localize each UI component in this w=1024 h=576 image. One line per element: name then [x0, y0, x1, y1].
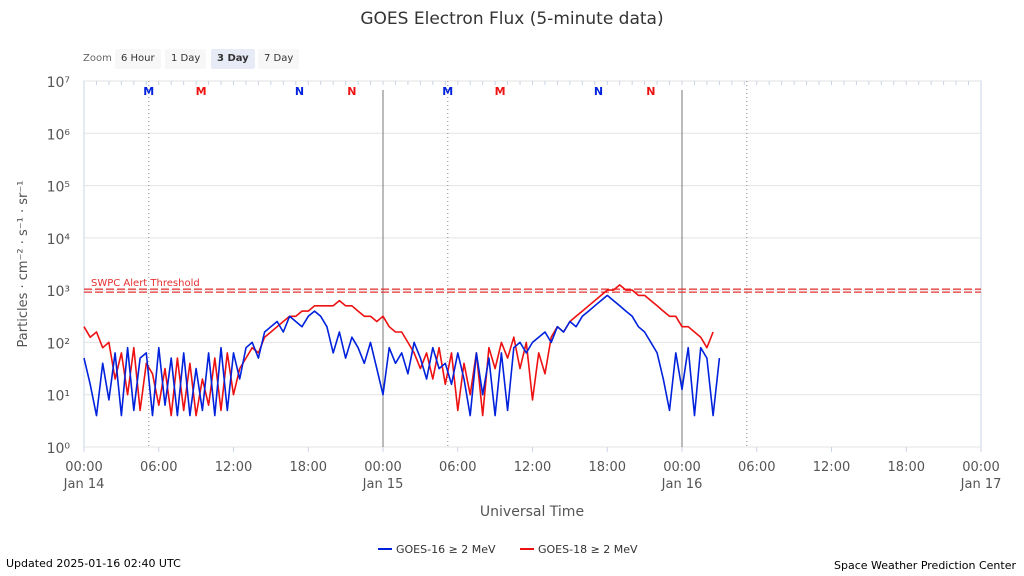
x-tick-time: 12:00: [215, 460, 252, 475]
x-tick-time: 12:00: [813, 460, 850, 475]
legend-label-goes16: GOES-16 ≥ 2 MeV: [396, 543, 496, 556]
chart-title: GOES Electron Flux (5-minute data): [360, 9, 663, 29]
x-tick-time: 18:00: [589, 460, 626, 475]
y-tick-label: 10⁵: [47, 180, 70, 196]
threshold-label: SWPC Alert Threshold: [91, 278, 200, 289]
y-axis-title: Particles · cm⁻² · s⁻¹ · sr⁻¹: [16, 181, 31, 348]
x-tick-time: 00:00: [364, 460, 401, 475]
marker-n-goes16: N: [295, 85, 304, 98]
x-tick-date: Jan 15: [362, 477, 404, 492]
y-tick-label: 10⁶: [47, 127, 71, 143]
zoom-3-day-button[interactable]: 3 Day: [211, 49, 255, 69]
goes18-series-line: [83, 284, 714, 417]
zoom-6-hour-button[interactable]: 6 Hour: [115, 49, 161, 69]
y-tick-label: 10⁷: [47, 75, 70, 91]
x-tick-time: 00:00: [663, 460, 700, 475]
y-tick-label: 10⁴: [47, 232, 71, 248]
y-tick-label: 10⁰: [47, 441, 71, 457]
goes16-series-line: [83, 294, 721, 417]
zoom-label: Zoom: [83, 53, 112, 64]
y-tick-label: 10²: [47, 336, 70, 352]
y-tick-label: 10¹: [47, 389, 70, 405]
x-tick-time: 00:00: [65, 460, 102, 475]
x-tick-time: 00:00: [962, 460, 999, 475]
marker-n-goes16: N: [594, 85, 603, 98]
marker-n-goes18: N: [347, 85, 356, 98]
marker-m-goes18: M: [196, 85, 207, 98]
updated-timestamp: Updated 2025-01-16 02:40 UTC: [6, 557, 181, 570]
marker-m-goes16: M: [143, 85, 154, 98]
x-tick-time: 06:00: [439, 460, 476, 475]
marker-m-goes16: M: [442, 85, 453, 98]
x-tick-date: Jan 16: [661, 477, 703, 492]
credit-text: Space Weather Prediction Center: [834, 559, 1016, 572]
marker-n-goes18: N: [646, 85, 655, 98]
x-tick-time: 18:00: [888, 460, 925, 475]
x-tick-time: 18:00: [290, 460, 327, 475]
legend-label-goes18: GOES-18 ≥ 2 MeV: [538, 543, 638, 556]
x-tick-time: 12:00: [514, 460, 551, 475]
x-axis-title: Universal Time: [480, 504, 584, 520]
x-tick-time: 06:00: [140, 460, 177, 475]
x-tick-date: Jan 17: [960, 477, 1002, 492]
zoom-1-day-button[interactable]: 1 Day: [165, 49, 207, 69]
x-tick-time: 06:00: [738, 460, 775, 475]
x-tick-date: Jan 14: [63, 477, 105, 492]
y-tick-label: 10³: [47, 284, 70, 300]
marker-m-goes18: M: [495, 85, 506, 98]
zoom-7-day-button[interactable]: 7 Day: [258, 49, 300, 69]
